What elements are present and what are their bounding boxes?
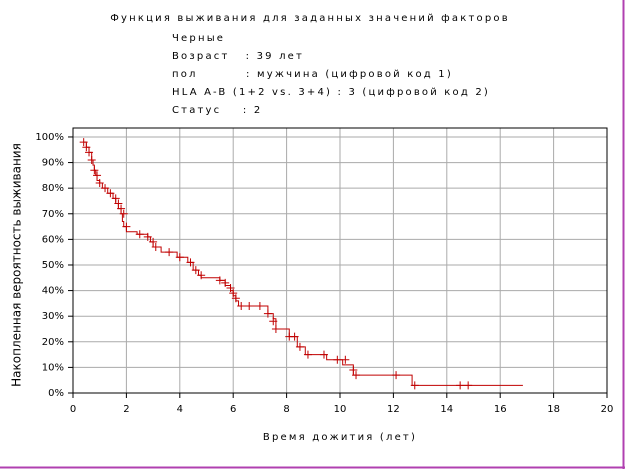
y-tick-label: 30% [42, 311, 64, 322]
censored-mark [191, 266, 200, 275]
censored-mark [303, 350, 312, 359]
censored-mark [101, 184, 110, 193]
censored-mark [290, 332, 299, 341]
censored-mark [87, 156, 96, 165]
censored-mark [229, 289, 238, 298]
censored-mark [352, 371, 361, 380]
censored-mark [95, 179, 104, 188]
censored-mark [333, 355, 342, 364]
y-tick-label: 100% [35, 132, 64, 143]
info-line: Черные [172, 33, 225, 44]
y-tick-label: 40% [42, 286, 64, 297]
x-tick-label: 12 [387, 404, 400, 415]
censored-mark [295, 342, 304, 351]
x-tick-label: 20 [601, 404, 614, 415]
censored-mark [231, 294, 240, 303]
censored-mark [341, 355, 350, 364]
censored-mark [226, 284, 235, 293]
censored-mark [111, 194, 120, 203]
y-tick-label: 20% [42, 337, 64, 348]
censored-mark [319, 350, 328, 359]
censored-mark [122, 222, 131, 231]
x-tick-label: 18 [547, 404, 560, 415]
censored-mark [106, 189, 115, 198]
x-tick-label: 0 [70, 404, 76, 415]
censored-mark [271, 324, 280, 333]
y-tick-label: 60% [42, 234, 64, 245]
censored-mark [237, 301, 246, 310]
x-tick-label: 16 [494, 404, 507, 415]
censored-mark [119, 209, 128, 218]
y-tick-label: 90% [42, 158, 64, 169]
x-tick-label: 6 [230, 404, 236, 415]
info-line: Статус : 2 [172, 105, 262, 116]
censored-mark [135, 230, 144, 239]
x-tick-label: 14 [440, 404, 453, 415]
y-tick-label: 80% [42, 183, 64, 194]
censored-mark [255, 301, 264, 310]
y-tick-label: 10% [42, 362, 64, 373]
x-tick-label: 8 [283, 404, 289, 415]
censored-mark [151, 243, 160, 252]
censored-mark [85, 148, 94, 157]
info-line: пол : мужчина (цифровой код 1) [172, 69, 453, 80]
censored-mark [117, 204, 126, 213]
censored-mark [93, 171, 102, 180]
censored-mark [143, 232, 152, 241]
censored-mark [215, 276, 224, 285]
censored-mark [245, 301, 254, 310]
censored-mark [269, 317, 278, 326]
chart-title: Функция выживания для заданных значений … [110, 13, 510, 24]
censored-mark [392, 371, 401, 380]
censored-mark [221, 278, 230, 287]
plot-frame [72, 127, 608, 394]
censored-mark [263, 309, 272, 318]
y-axis-label: Накопленная вероятность выживания [10, 143, 24, 387]
censored-mark [114, 199, 123, 208]
info-line: HLA A-B (1+2 vs. 3+4) : 3 (цифровой код … [172, 87, 490, 98]
x-tick-label: 10 [334, 404, 347, 415]
censored-mark [464, 381, 473, 390]
censored-mark [349, 365, 358, 374]
censored-mark [456, 381, 465, 390]
censored-mark [165, 248, 174, 257]
survival-curve [83, 141, 523, 386]
info-line: Возраст : 39 лет [172, 51, 304, 62]
censored-mark [410, 381, 419, 390]
y-tick-label: 70% [42, 209, 64, 220]
x-tick-label: 4 [177, 404, 183, 415]
censored-mark [149, 237, 158, 246]
x-axis-label: Время дожития (лет) [263, 432, 417, 443]
y-tick-label: 0% [48, 388, 64, 399]
x-tick-label: 2 [123, 404, 129, 415]
censored-mark [82, 143, 91, 152]
censored-mark [90, 166, 99, 175]
censored-mark [175, 253, 184, 262]
censored-mark [186, 258, 195, 267]
censored-mark [197, 271, 206, 280]
censored-mark [79, 138, 88, 147]
y-tick-label: 50% [42, 260, 64, 271]
